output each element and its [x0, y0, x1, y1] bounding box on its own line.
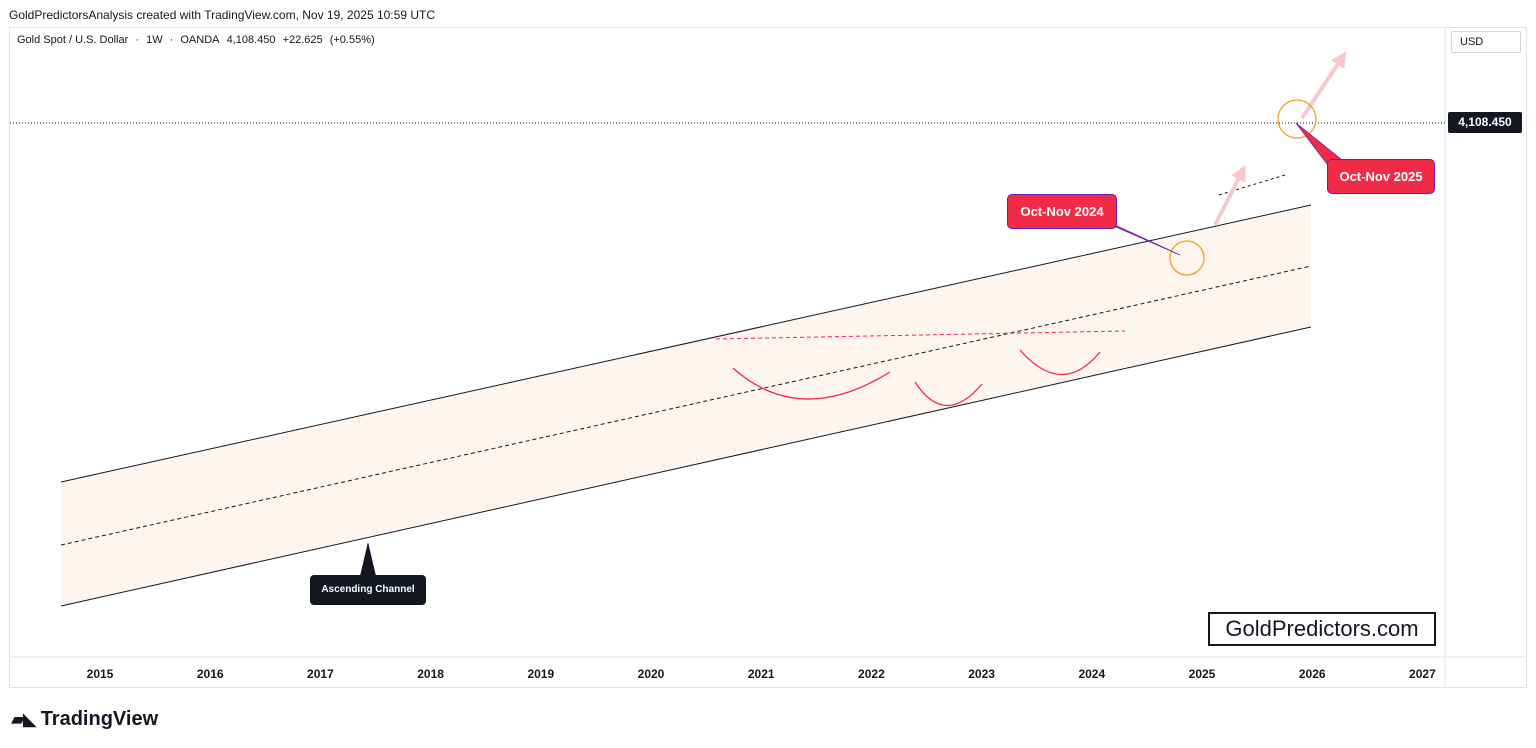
projection-arrow-2025[interactable]	[1213, 164, 1246, 226]
symbol-name: Gold Spot / U.S. Dollar	[17, 34, 129, 46]
x-tick-label: 2018	[417, 667, 444, 681]
channel-upper-line[interactable]	[60, 204, 1312, 483]
symbol-sep: ·	[169, 34, 174, 46]
x-tick-label: 2017	[307, 667, 334, 681]
cup-arc-2[interactable]	[914, 381, 983, 407]
tradingview-footer-logo[interactable]: ▰◣ TradingView	[11, 708, 158, 731]
x-tick-label: 2015	[87, 667, 114, 681]
symbol-info: Gold Spot / U.S. Dollar · 1W · OANDA 4,1…	[17, 34, 379, 46]
tradingview-logo-icon: ▰◣	[11, 709, 37, 729]
highlight-circle-2024[interactable]	[1169, 240, 1205, 276]
resistance-dashed-line[interactable]	[715, 330, 1126, 340]
symbol-interval: 1W	[146, 34, 163, 46]
x-tick-label: 2026	[1299, 667, 1326, 681]
channel-mid-line[interactable]	[60, 265, 1312, 546]
symbol-last-price: 4,108.450	[226, 34, 276, 46]
chart-frame	[9, 27, 1527, 688]
cup-arc-1[interactable]	[732, 367, 891, 400]
projection-arrow-2026[interactable]	[1300, 51, 1347, 120]
flag-dashed-line	[1218, 174, 1286, 196]
x-tick-label: 2025	[1189, 667, 1216, 681]
x-tick-label: 2023	[968, 667, 995, 681]
x-tick-label: 2020	[638, 667, 665, 681]
channel-label-pointer	[360, 542, 376, 576]
symbol-sep: ·	[135, 34, 140, 46]
goldpredictors-watermark: GoldPredictors.com	[1208, 612, 1436, 646]
channel-lower-line[interactable]	[60, 326, 1312, 607]
symbol-change: +22.625	[282, 34, 323, 46]
x-tick-label: 2022	[858, 667, 885, 681]
callout-oct-nov-2025[interactable]: Oct-Nov 2025	[1327, 159, 1435, 194]
highlight-circle-2025[interactable]	[1277, 99, 1317, 139]
last-price-tag: 4,108.450	[1448, 112, 1522, 133]
ascending-channel-label[interactable]: Ascending Channel	[310, 575, 426, 605]
x-tick-label: 2024	[1078, 667, 1105, 681]
tradingview-brand-text: TradingView	[40, 708, 159, 730]
cup-arc-3[interactable]	[1019, 349, 1101, 376]
callout-oct-nov-2024[interactable]: Oct-Nov 2024	[1007, 194, 1117, 229]
currency-selector[interactable]: USD	[1451, 31, 1521, 53]
x-tick-label: 2016	[197, 667, 224, 681]
symbol-change-pct: (+0.55%)	[329, 34, 375, 46]
symbol-exchange: OANDA	[180, 34, 220, 46]
chart-credit: GoldPredictorsAnalysis created with Trad…	[9, 8, 435, 22]
x-tick-label: 2027	[1409, 667, 1436, 681]
x-tick-label: 2021	[748, 667, 775, 681]
x-tick-label: 2019	[527, 667, 554, 681]
